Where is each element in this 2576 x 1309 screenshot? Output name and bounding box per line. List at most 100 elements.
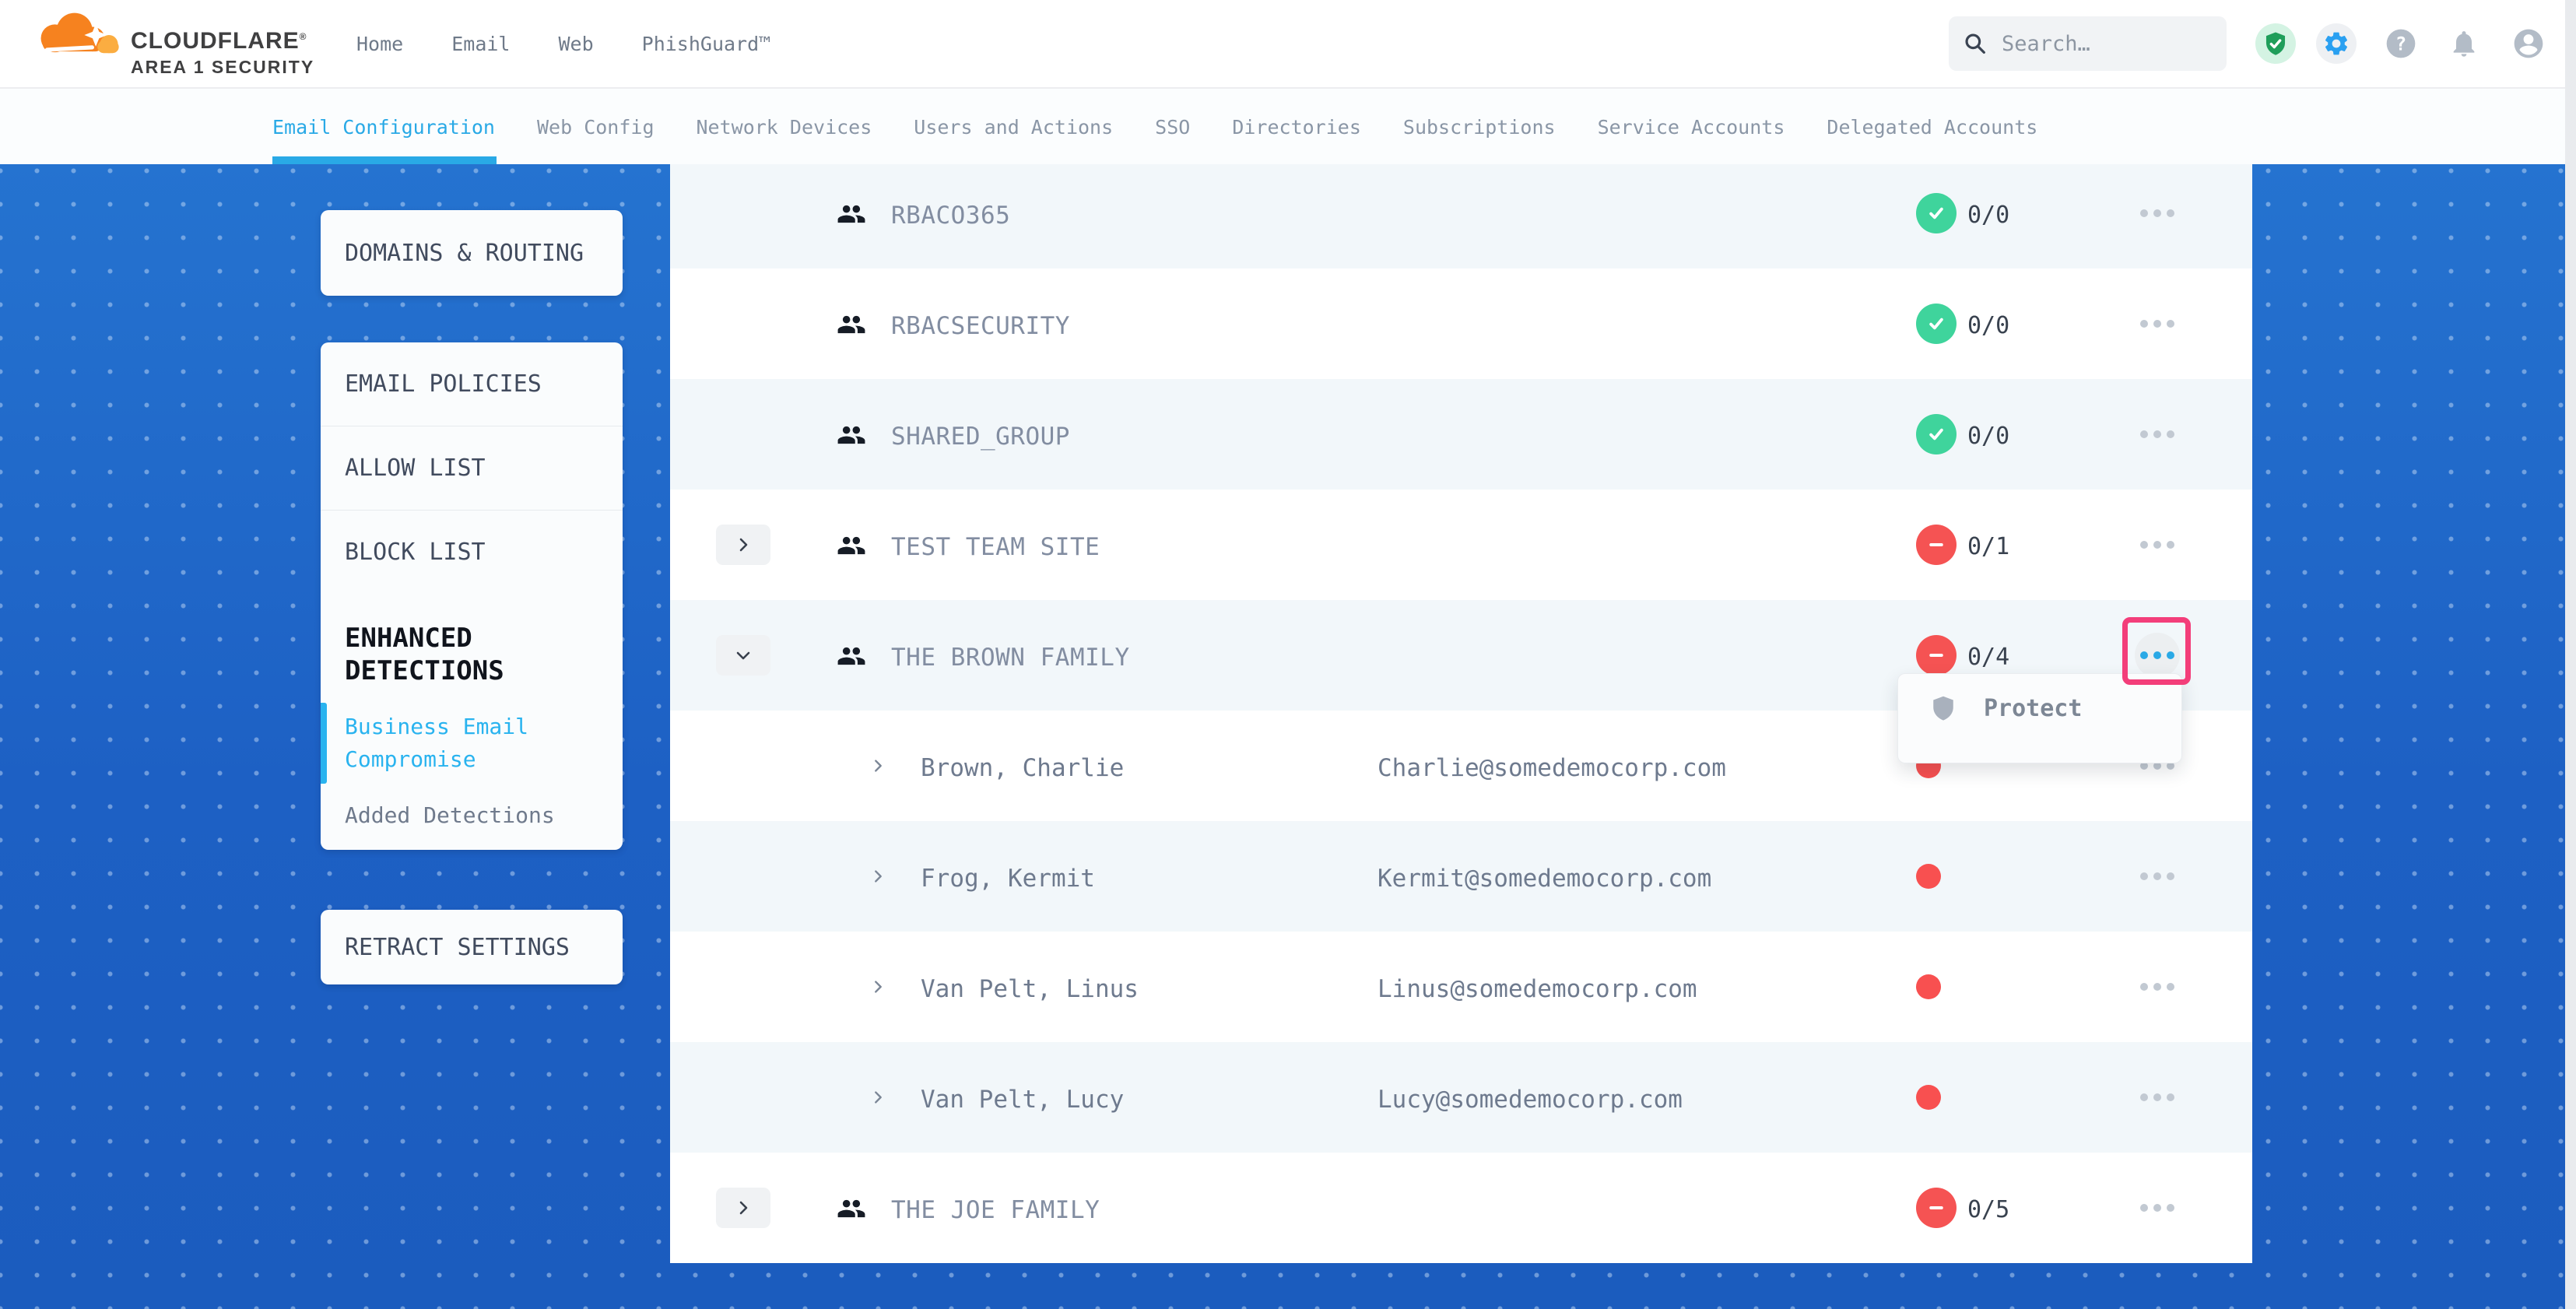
group-name: RBACSECURITY — [891, 312, 1070, 340]
group-row[interactable]: RBACO365 0/0 — [670, 158, 2252, 268]
member-row[interactable]: Van Pelt, Linus Linus@somedemocorp.com — [670, 932, 2252, 1042]
page-scrollbar[interactable] — [2565, 0, 2576, 1309]
row-menu-button[interactable] — [2135, 412, 2180, 457]
group-row[interactable]: THE JOE FAMILY 0/5 — [670, 1153, 2252, 1263]
group-name: SHARED_GROUP — [891, 423, 1070, 451]
group-name: THE JOE FAMILY — [891, 1196, 1100, 1224]
tab-users-and-actions[interactable]: Users and Actions — [914, 116, 1114, 139]
sidebar-item-allow-list[interactable]: ALLOW LIST — [321, 426, 623, 511]
row-menu-button[interactable] — [2135, 522, 2180, 567]
account-icon[interactable] — [2508, 23, 2549, 64]
row-menu-button[interactable] — [2135, 1185, 2180, 1230]
group-name: TEST TEAM SITE — [891, 533, 1100, 561]
group-people-icon — [837, 420, 866, 453]
group-row[interactable]: RBACSECURITY 0/0 — [670, 268, 2252, 379]
chevron-right-icon — [869, 978, 886, 998]
tab-subscriptions[interactable]: Subscriptions — [1402, 116, 1556, 139]
member-email: Lucy@somedemocorp.com — [1377, 1086, 1683, 1114]
protection-count: 0/0 — [1967, 423, 2010, 450]
tab-email-configuration[interactable]: Email Configuration — [272, 116, 495, 139]
brand-title: CLOUDFLARE® — [131, 28, 307, 54]
cloudflare-logo[interactable]: CLOUDFLARE® AREA 1 SECURITY — [33, 6, 314, 77]
status-check-icon — [1916, 414, 1957, 454]
tab-web-config[interactable]: Web Config — [536, 116, 655, 139]
help-icon[interactable]: ? — [2381, 23, 2421, 64]
tab-delegated-accounts[interactable]: Delegated Accounts — [1827, 116, 2038, 139]
group-name: THE BROWN FAMILY — [891, 644, 1130, 672]
cloudflare-cloud-icon — [40, 12, 119, 54]
expand-button[interactable] — [716, 1188, 770, 1228]
sidebar-item-domains-routing[interactable]: DOMAINS & ROUTING — [321, 210, 623, 296]
groups-table: RBACO365 0/0 RBACSECURITY 0/0 SHARED_G — [670, 158, 2252, 1263]
group-row[interactable]: THE BROWN FAMILY 0/4 — [670, 600, 2252, 711]
group-people-icon — [837, 531, 866, 563]
notifications-bell-icon[interactable] — [2444, 23, 2484, 64]
member-email: Linus@somedemocorp.com — [1377, 975, 1697, 1003]
sidebar-item-email-policies[interactable]: EMAIL POLICIES — [321, 342, 623, 426]
sidebar-item-added-detections[interactable]: Added Detections — [345, 802, 555, 828]
chevron-right-icon — [869, 757, 886, 777]
top-nav-web[interactable]: Web — [558, 32, 594, 55]
top-nav-phishguard[interactable]: PhishGuard™ — [641, 32, 771, 55]
tab-sso[interactable]: SSO — [1155, 116, 1191, 139]
top-nav-home[interactable]: Home — [356, 32, 404, 55]
protect-menu-item[interactable]: Protect — [1898, 674, 2181, 722]
tab-service-accounts[interactable]: Service Accounts — [1597, 116, 1785, 139]
row-menu-button[interactable] — [2135, 854, 2180, 899]
member-row[interactable]: Frog, Kermit Kermit@somedemocorp.com — [670, 821, 2252, 932]
search-input[interactable] — [2002, 31, 2196, 56]
protection-count: 0/4 — [1967, 644, 2010, 671]
row-menu-button-active[interactable] — [2135, 633, 2180, 678]
top-nav-email[interactable]: Email — [451, 32, 511, 55]
top-header: CLOUDFLARE® AREA 1 SECURITY Home Email W… — [0, 0, 2576, 87]
tab-network-devices[interactable]: Network Devices — [696, 116, 872, 139]
sidebar-item-retract-settings[interactable]: RETRACT SETTINGS — [321, 910, 623, 984]
secondary-nav: Email Configuration Web Config Network D… — [0, 87, 2576, 164]
status-minus-icon — [1916, 525, 1957, 565]
status-alert-dot — [1916, 1085, 1941, 1110]
group-people-icon — [837, 199, 866, 232]
group-name: RBACO365 — [891, 202, 1011, 230]
row-menu-button[interactable] — [2135, 1075, 2180, 1120]
member-name: Van Pelt, Linus — [921, 975, 1139, 1003]
expand-button[interactable] — [716, 525, 770, 565]
chevron-right-icon — [869, 868, 886, 888]
member-name: Brown, Charlie — [921, 754, 1125, 782]
active-tab-underline — [272, 156, 497, 164]
status-alert-dot — [1916, 864, 1941, 889]
protection-count: 0/1 — [1967, 533, 2010, 560]
group-row[interactable]: SHARED_GROUP 0/0 — [670, 379, 2252, 490]
status-minus-icon — [1916, 635, 1957, 676]
sidebar-item-block-list[interactable]: BLOCK LIST — [345, 539, 486, 566]
member-row[interactable]: Van Pelt, Lucy Lucy@somedemocorp.com — [670, 1042, 2252, 1153]
sidebar-email-policies-card: EMAIL POLICIES ALLOW LIST BLOCK LIST ENH… — [321, 342, 623, 850]
search-box[interactable] — [1949, 16, 2227, 71]
group-people-icon — [837, 1194, 866, 1227]
sidebar-item-business-email-compromise[interactable]: Business Email Compromise — [321, 703, 623, 784]
member-name: Van Pelt, Lucy — [921, 1086, 1125, 1114]
member-email: Charlie@somedemocorp.com — [1377, 754, 1726, 782]
brand-subtitle: AREA 1 SECURITY — [131, 57, 315, 77]
shield-icon — [1933, 696, 1953, 721]
chevron-right-icon — [739, 1201, 748, 1215]
group-people-icon — [837, 310, 866, 342]
row-menu-button[interactable] — [2135, 191, 2180, 236]
collapse-button[interactable] — [716, 635, 770, 676]
status-check-icon — [1916, 304, 1957, 344]
top-nav: Home Email Web PhishGuard™ — [356, 0, 770, 87]
sidebar-item-enhanced-detections[interactable]: ENHANCED DETECTIONS — [345, 623, 504, 686]
row-context-menu: Protect — [1897, 673, 2182, 763]
chevron-right-icon — [739, 538, 748, 552]
tab-directories[interactable]: Directories — [1232, 116, 1361, 139]
row-menu-button[interactable] — [2135, 964, 2180, 1009]
member-email: Kermit@somedemocorp.com — [1377, 865, 1712, 893]
search-icon — [1965, 33, 1985, 54]
protection-shield-check-icon[interactable] — [2255, 23, 2296, 64]
group-row[interactable]: TEST TEAM SITE 0/1 — [670, 490, 2252, 600]
member-name: Frog, Kermit — [921, 865, 1095, 893]
row-menu-button[interactable] — [2135, 743, 2180, 788]
row-menu-button[interactable] — [2135, 301, 2180, 346]
chevron-down-icon — [736, 651, 750, 660]
settings-gear-icon[interactable] — [2316, 23, 2357, 64]
